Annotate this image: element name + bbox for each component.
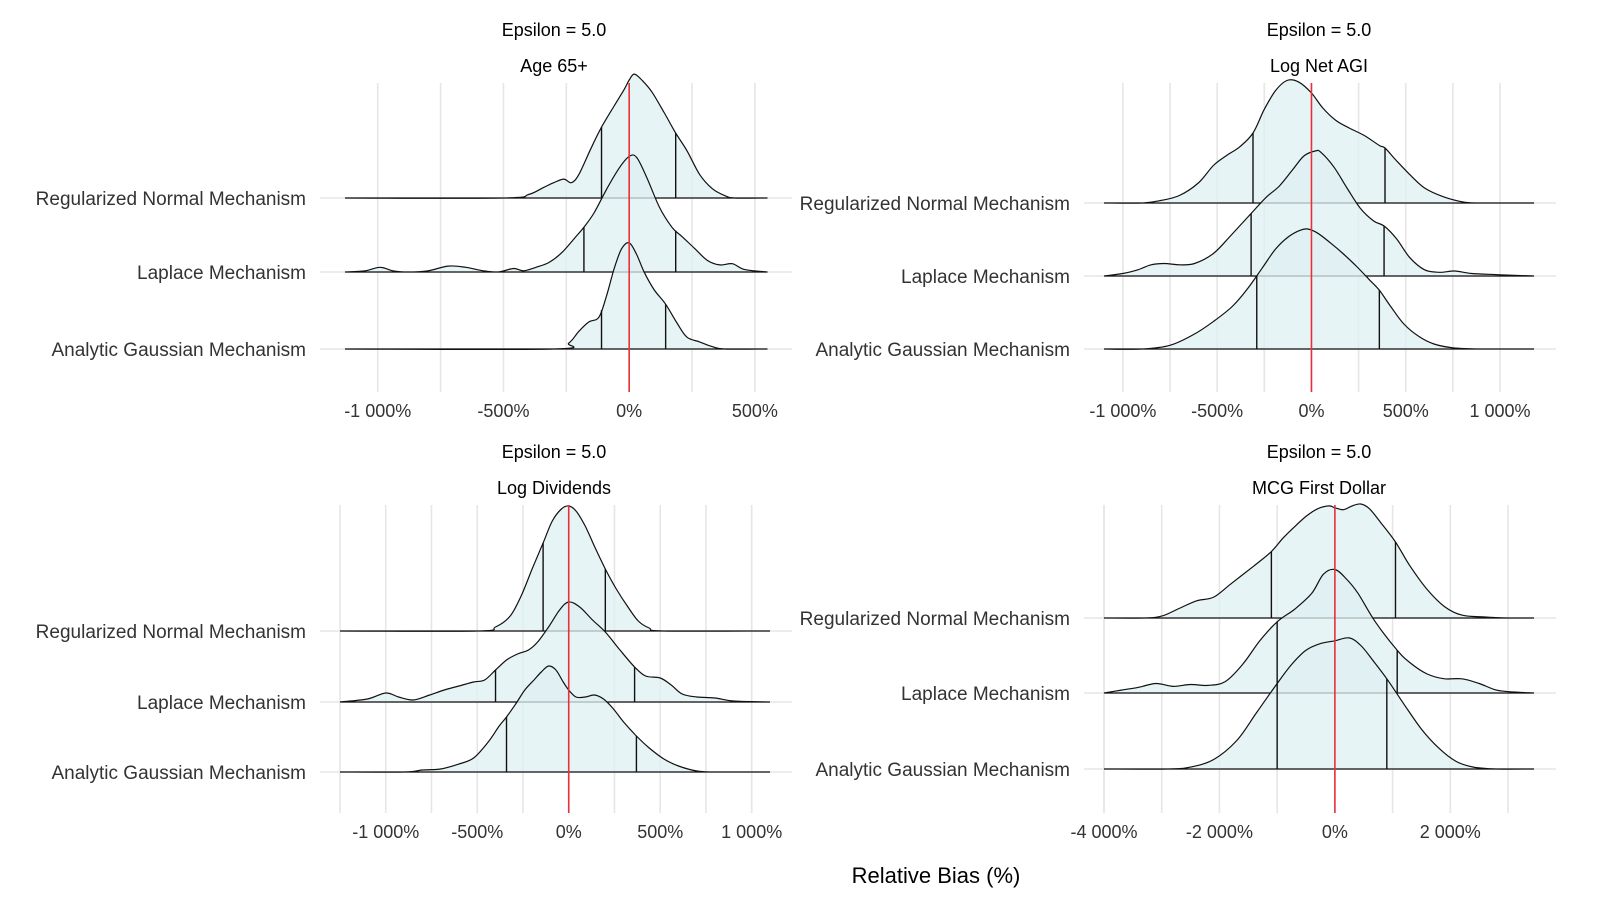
category-label: Analytic Gaussian Mechanism	[52, 340, 307, 361]
density-area	[339, 665, 771, 773]
x-tick-label: 0%	[1298, 401, 1324, 421]
ridge-series	[1103, 228, 1535, 350]
density-area	[339, 505, 771, 632]
density-area	[1103, 637, 1535, 770]
x-tick-label: -4 000%	[1070, 822, 1137, 842]
category-label: Regularized Normal Mechanism	[800, 609, 1070, 630]
panel-subtitle: Log Dividends	[497, 478, 611, 498]
density-area	[339, 601, 771, 703]
category-label: Laplace Mechanism	[137, 693, 306, 714]
category-label: Analytic Gaussian Mechanism	[816, 760, 1071, 781]
x-tick-label: -1 000%	[352, 822, 419, 842]
category-label: Laplace Mechanism	[137, 263, 306, 284]
ridge-series	[339, 665, 771, 773]
x-tick-label: -1 000%	[344, 401, 411, 421]
x-axis-label: Relative Bias (%)	[852, 863, 1021, 888]
panel-4: Epsilon = 5.0 MCG First Dollar Regularized…	[800, 442, 1556, 842]
ridge-series	[1103, 637, 1535, 770]
panel-title: Epsilon = 5.0	[1267, 20, 1372, 40]
density-area	[1103, 228, 1535, 350]
density-area	[344, 73, 768, 199]
x-tick-label: 0%	[556, 822, 582, 842]
x-tick-label: -500%	[1191, 401, 1243, 421]
ridge-series	[339, 505, 771, 632]
category-label: Regularized Normal Mechanism	[36, 189, 306, 210]
ridge-series	[1103, 503, 1535, 619]
category-label: Analytic Gaussian Mechanism	[816, 340, 1071, 361]
density-area	[1103, 149, 1535, 277]
x-tick-label: -500%	[451, 822, 503, 842]
grid	[320, 83, 792, 392]
x-tick-label: -2 000%	[1186, 822, 1253, 842]
x-tick-label: 0%	[1322, 822, 1348, 842]
ridge-series	[344, 73, 768, 199]
category-label: Regularized Normal Mechanism	[36, 622, 306, 643]
category-label: Regularized Normal Mechanism	[800, 194, 1070, 215]
x-tick-label: -500%	[477, 401, 529, 421]
ridge-series	[339, 601, 771, 703]
category-label: Laplace Mechanism	[901, 267, 1070, 288]
panel-3: Epsilon = 5.0 Log Dividends Regularized No…	[36, 442, 792, 842]
panel-1: Epsilon = 5.0 Age 65+ Regularized Normal M…	[36, 20, 792, 421]
ridge-series	[1103, 568, 1535, 694]
panel-title: Epsilon = 5.0	[502, 20, 607, 40]
density-area	[1103, 568, 1535, 694]
x-tick-label: 500%	[637, 822, 683, 842]
panel-subtitle: Age 65+	[520, 56, 588, 76]
category-label: Analytic Gaussian Mechanism	[52, 763, 307, 784]
x-tick-label: 1 000%	[1470, 401, 1531, 421]
panel-title: Epsilon = 5.0	[1267, 442, 1372, 462]
panel-title: Epsilon = 5.0	[502, 442, 607, 462]
x-tick-label: -1 000%	[1089, 401, 1156, 421]
panel-subtitle: MCG First Dollar	[1252, 478, 1386, 498]
x-tick-label: 500%	[1383, 401, 1429, 421]
panel-subtitle: Log Net AGI	[1270, 56, 1368, 76]
x-tick-label: 500%	[732, 401, 778, 421]
x-tick-label: 2 000%	[1420, 822, 1481, 842]
x-tick-label: 1 000%	[721, 822, 782, 842]
ridge-series	[344, 154, 768, 273]
density-area	[1103, 503, 1535, 619]
ridge-series	[1103, 149, 1535, 277]
density-area	[344, 154, 768, 273]
panel-2: Epsilon = 5.0 Log Net AGI Regularized Norm…	[800, 20, 1556, 421]
category-label: Laplace Mechanism	[901, 684, 1070, 705]
x-tick-label: 0%	[616, 401, 642, 421]
